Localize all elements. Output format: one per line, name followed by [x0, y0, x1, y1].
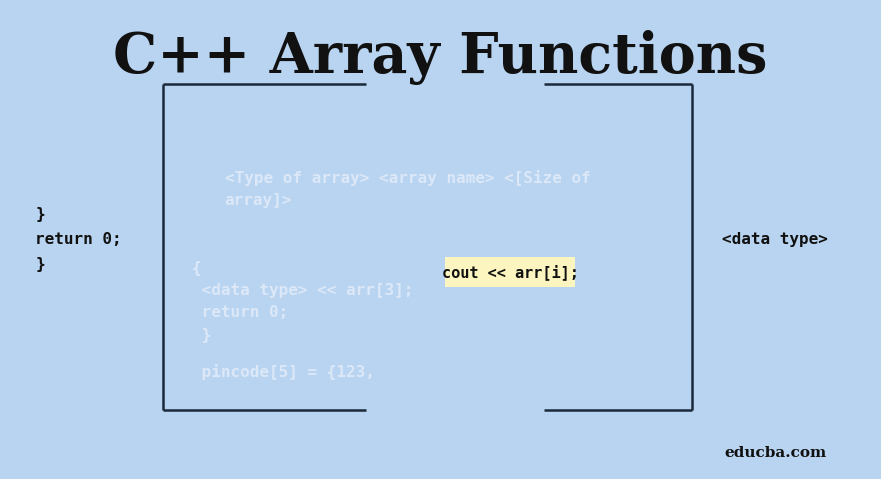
Text: <data type>: <data type>	[722, 232, 828, 247]
Text: }
return 0;
}: } return 0; }	[35, 207, 122, 272]
Text: <Type of array> <array name> <[Size of
array]>: <Type of array> <array name> <[Size of a…	[225, 170, 590, 208]
Bar	[445, 257, 575, 287]
Text: pincode[5] = {123,: pincode[5] = {123,	[192, 364, 375, 380]
Text: cout << arr[i];: cout << arr[i];	[441, 264, 579, 280]
Text: C++ Array Functions: C++ Array Functions	[114, 30, 767, 85]
Text: educba.com: educba.com	[724, 445, 826, 460]
Text: {
 <data type> << arr[3];
 return 0;
 }: { <data type> << arr[3]; return 0; }	[192, 261, 413, 342]
